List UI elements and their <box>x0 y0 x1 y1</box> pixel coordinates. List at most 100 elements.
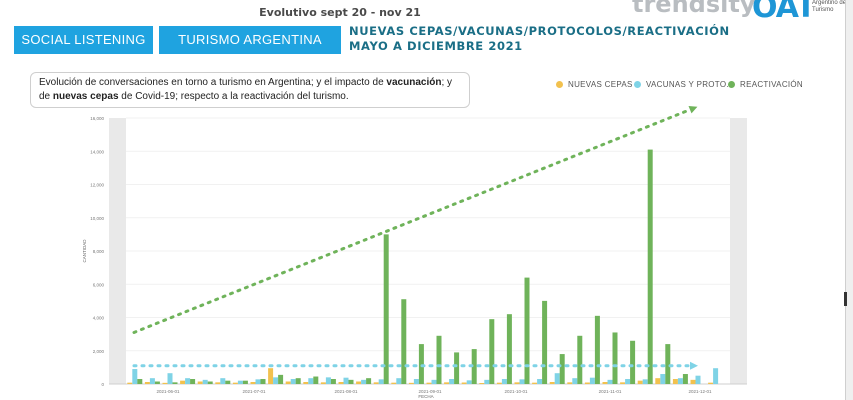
bar-vacunas <box>237 380 243 384</box>
bar-nuevas-cepas <box>197 381 203 384</box>
x-axis-label: FECHA <box>418 394 433 399</box>
bar-nuevas-cepas <box>444 382 450 384</box>
bar-reactivacion <box>190 379 196 384</box>
bar-nuevas-cepas <box>303 382 309 384</box>
legend-item-vacunas[interactable]: VACUNAS Y PROTO... <box>634 80 734 89</box>
bar-nuevas-cepas <box>496 382 502 384</box>
x-tick-label: 2021-10-01 <box>504 389 528 394</box>
bar-reactivacion <box>436 335 442 384</box>
heading-line-2: MAYO A DICIEMBRE 2021 <box>349 39 523 53</box>
bar-vacunas <box>642 379 648 384</box>
trend-arrowhead <box>690 361 698 370</box>
bar-nuevas-cepas <box>584 382 590 384</box>
bar-nuevas-cepas <box>408 382 414 384</box>
bar-vacunas <box>273 377 279 384</box>
bar-nuevas-cepas <box>620 382 626 384</box>
bar-vacunas <box>554 373 560 384</box>
bar-reactivacion <box>313 376 319 384</box>
bar-reactivacion <box>454 352 460 384</box>
tab-turismo-argentina[interactable]: TURISMO ARGENTINA <box>159 26 341 54</box>
bar-nuevas-cepas <box>180 380 186 384</box>
x-tick-label: 2021-09-01 <box>418 389 442 394</box>
bar-reactivacion <box>260 379 266 384</box>
bar-reactivacion <box>207 381 213 384</box>
bar-reactivacion <box>489 319 495 384</box>
bar-reactivacion <box>542 300 548 384</box>
bar-reactivacion <box>612 332 618 384</box>
bar-vacunas <box>413 379 419 384</box>
bar-nuevas-cepas <box>708 382 714 384</box>
bar-nuevas-cepas <box>655 378 661 384</box>
legend-label-nuevas-cepas: NUEVAS CEPAS <box>568 80 633 89</box>
bar-reactivacion <box>330 379 336 384</box>
scrollbar-marker <box>844 292 847 306</box>
bar-nuevas-cepas <box>549 382 555 384</box>
bar-reactivacion <box>137 379 143 384</box>
legend-item-nuevas-cepas[interactable]: NUEVAS CEPAS <box>556 80 633 89</box>
legend-label-reactivacion: REACTIVACIÓN <box>740 80 804 89</box>
description-text-2: ; y de <box>39 77 453 102</box>
bar-nuevas-cepas <box>320 382 326 384</box>
bar-reactivacion <box>348 379 354 384</box>
tab-social-listening[interactable]: SOCIAL LISTENING <box>14 26 153 54</box>
bar-reactivacion <box>278 374 284 384</box>
bar-vacunas <box>501 379 507 384</box>
bar-vacunas <box>589 377 595 384</box>
x-tick-label: 2021-07-01 <box>242 389 266 394</box>
bar-vacunas <box>484 379 490 384</box>
x-tick-label: 2021-06-01 <box>156 389 180 394</box>
bar-vacunas <box>343 377 349 384</box>
bar-vacunas <box>519 379 525 384</box>
right-scrollbar[interactable] <box>845 0 853 400</box>
y-tick-label: 8,000 <box>93 249 105 254</box>
trendsity-logo: trendsity <box>632 0 756 18</box>
bar-vacunas <box>202 379 208 384</box>
bar-reactivacion <box>647 149 653 384</box>
description-bold-vacunacion: vacunación <box>386 77 442 88</box>
bar-vacunas <box>255 379 261 384</box>
bar-reactivacion <box>242 380 248 384</box>
bar-vacunas <box>325 377 331 384</box>
description-text-3: de Covid-19; respecto a la reactivación … <box>118 91 349 102</box>
bar-nuevas-cepas <box>532 382 538 384</box>
oat-logo: OAT <box>752 0 816 25</box>
bar-nuevas-cepas <box>426 382 432 384</box>
x-tick-label: 2021-12-01 <box>688 389 712 394</box>
bar-nuevas-cepas <box>602 382 608 384</box>
section-heading: NUEVAS CEPAS/VACUNAS/PROTOCOLOS/REACTIVA… <box>349 24 730 54</box>
bar-vacunas <box>677 378 683 384</box>
bar-nuevas-cepas <box>373 382 379 384</box>
trend-arrowhead <box>688 105 698 114</box>
bar-vacunas <box>396 378 402 384</box>
bar-reactivacion <box>577 335 583 384</box>
bar-nuevas-cepas <box>162 382 168 384</box>
bar-vacunas <box>149 378 155 384</box>
bar-vacunas <box>290 379 296 384</box>
legend-label-vacunas: VACUNAS Y PROTO... <box>646 80 734 89</box>
bar-vacunas <box>167 373 173 384</box>
bar-nuevas-cepas <box>690 379 696 384</box>
bar-nuevas-cepas <box>215 382 221 384</box>
bar-reactivacion <box>559 354 565 384</box>
legend-dot-vacunas <box>634 81 641 88</box>
y-tick-label: 10,000 <box>90 216 104 221</box>
bar-vacunas <box>220 378 226 384</box>
bar-nuevas-cepas <box>338 382 344 384</box>
bar-nuevas-cepas <box>391 382 397 384</box>
bar-nuevas-cepas <box>567 382 573 384</box>
bar-reactivacion <box>594 315 600 384</box>
legend-item-reactivacion[interactable]: REACTIVACIÓN <box>728 80 803 89</box>
bar-vacunas <box>361 379 367 384</box>
y-tick-label: 12,000 <box>90 183 104 188</box>
bar-reactivacion <box>665 344 671 384</box>
bar-nuevas-cepas <box>356 381 362 384</box>
description-box: Evolución de conversaciones en torno a t… <box>30 72 470 108</box>
bar-vacunas <box>132 369 138 384</box>
bar-nuevas-cepas <box>144 382 150 384</box>
bar-vacunas <box>537 379 543 384</box>
bar-nuevas-cepas <box>127 382 133 384</box>
y-tick-label: 2,000 <box>93 349 105 354</box>
y-tick-label: 16,000 <box>90 116 104 121</box>
bar-reactivacion <box>172 382 178 384</box>
